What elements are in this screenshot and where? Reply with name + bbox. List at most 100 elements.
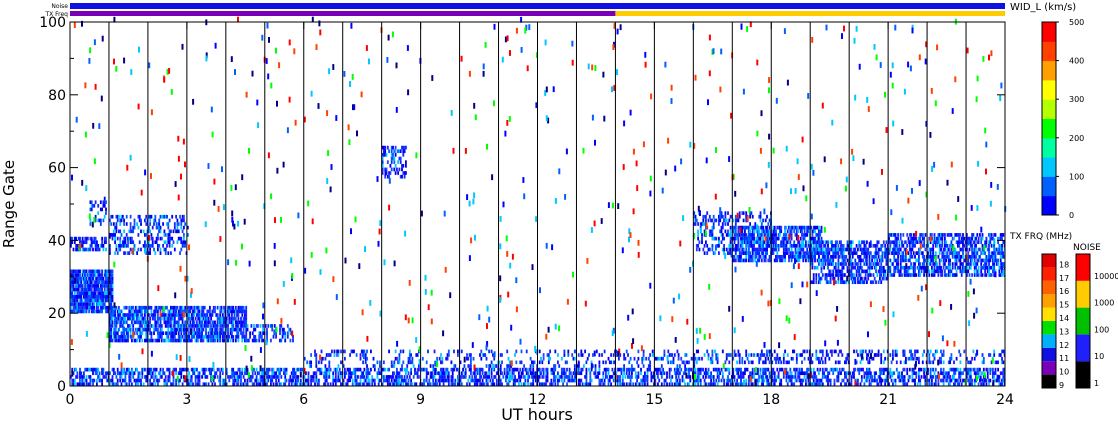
data-point [831, 367, 833, 372]
data-point [125, 367, 128, 372]
data-point [288, 382, 291, 387]
data-point [445, 371, 448, 376]
data-point [129, 335, 132, 339]
data-point [703, 244, 706, 248]
data-point [618, 367, 620, 372]
data-point [106, 276, 109, 281]
data-point [133, 309, 136, 314]
data-point [110, 305, 113, 310]
data-point [298, 367, 301, 372]
data-point [829, 382, 832, 387]
data-point [924, 367, 927, 372]
data-point [973, 378, 976, 383]
data-point [732, 367, 735, 372]
data-point [607, 371, 610, 376]
data-point [259, 382, 262, 387]
data-point [779, 378, 781, 383]
data-point [333, 378, 336, 383]
data-point [405, 367, 407, 372]
data-point [531, 371, 533, 376]
data-point [86, 273, 89, 277]
data-point [106, 305, 109, 310]
data-point [105, 247, 107, 252]
data-point [188, 335, 191, 339]
data-point [562, 371, 565, 376]
data-point [103, 269, 106, 274]
data-point [376, 360, 379, 365]
data-point [992, 367, 994, 372]
data-point [857, 367, 859, 372]
data-point [168, 338, 171, 343]
data-point [710, 233, 713, 237]
data-point [70, 302, 72, 306]
data-point [255, 382, 258, 387]
data-point [170, 251, 172, 255]
data-point [829, 255, 832, 259]
data-point [850, 258, 853, 263]
data-point [901, 375, 903, 379]
data-point [125, 371, 128, 376]
data-point [857, 276, 859, 281]
data-point [115, 214, 118, 219]
data-point [851, 375, 854, 379]
data-point [201, 309, 204, 314]
data-point [499, 353, 502, 357]
data-point [468, 353, 471, 357]
data-point [145, 327, 148, 332]
data-point [149, 229, 152, 234]
data-point [627, 367, 629, 372]
data-point [179, 371, 181, 376]
data-point [298, 382, 301, 387]
data-point [744, 229, 746, 234]
data-point [140, 320, 142, 325]
data-point [744, 258, 746, 263]
data-point [442, 375, 445, 379]
data-point [242, 305, 245, 310]
data-point [947, 382, 950, 387]
data-point [234, 305, 237, 310]
data-point [646, 375, 649, 379]
data-point [205, 335, 207, 339]
data-point [192, 382, 194, 387]
data-point [841, 244, 844, 248]
data-point [221, 382, 224, 387]
data-point [214, 324, 216, 328]
data-point [202, 371, 205, 376]
data-point [849, 262, 852, 266]
data-point [402, 153, 405, 157]
data-point [612, 371, 615, 376]
data-point [757, 371, 759, 376]
data-point [832, 276, 835, 281]
data-point [92, 240, 94, 245]
data-point [77, 291, 80, 296]
data-point [733, 229, 736, 234]
data-point [824, 375, 827, 379]
data-point [811, 233, 814, 237]
data-point [88, 269, 91, 274]
data-point [837, 255, 840, 259]
data-point [89, 295, 92, 299]
data-point [545, 378, 548, 383]
data-point [557, 382, 559, 387]
data-point [133, 320, 136, 325]
data-point [399, 174, 402, 179]
data-point [825, 240, 828, 245]
data-point [114, 335, 117, 339]
data-point [216, 320, 219, 325]
data-point [120, 309, 123, 314]
data-point [159, 320, 162, 325]
data-point [515, 360, 518, 365]
data-point [453, 364, 455, 368]
data-point [998, 382, 1001, 387]
data-point [128, 382, 131, 387]
data-point [766, 214, 768, 219]
data-point [237, 378, 240, 383]
data-point [734, 247, 737, 252]
data-point [786, 236, 789, 241]
data-point [297, 367, 300, 372]
data-point [293, 367, 296, 372]
data-point [110, 324, 113, 328]
data-point [320, 349, 323, 354]
data-point [396, 356, 398, 361]
data-point [381, 153, 384, 157]
